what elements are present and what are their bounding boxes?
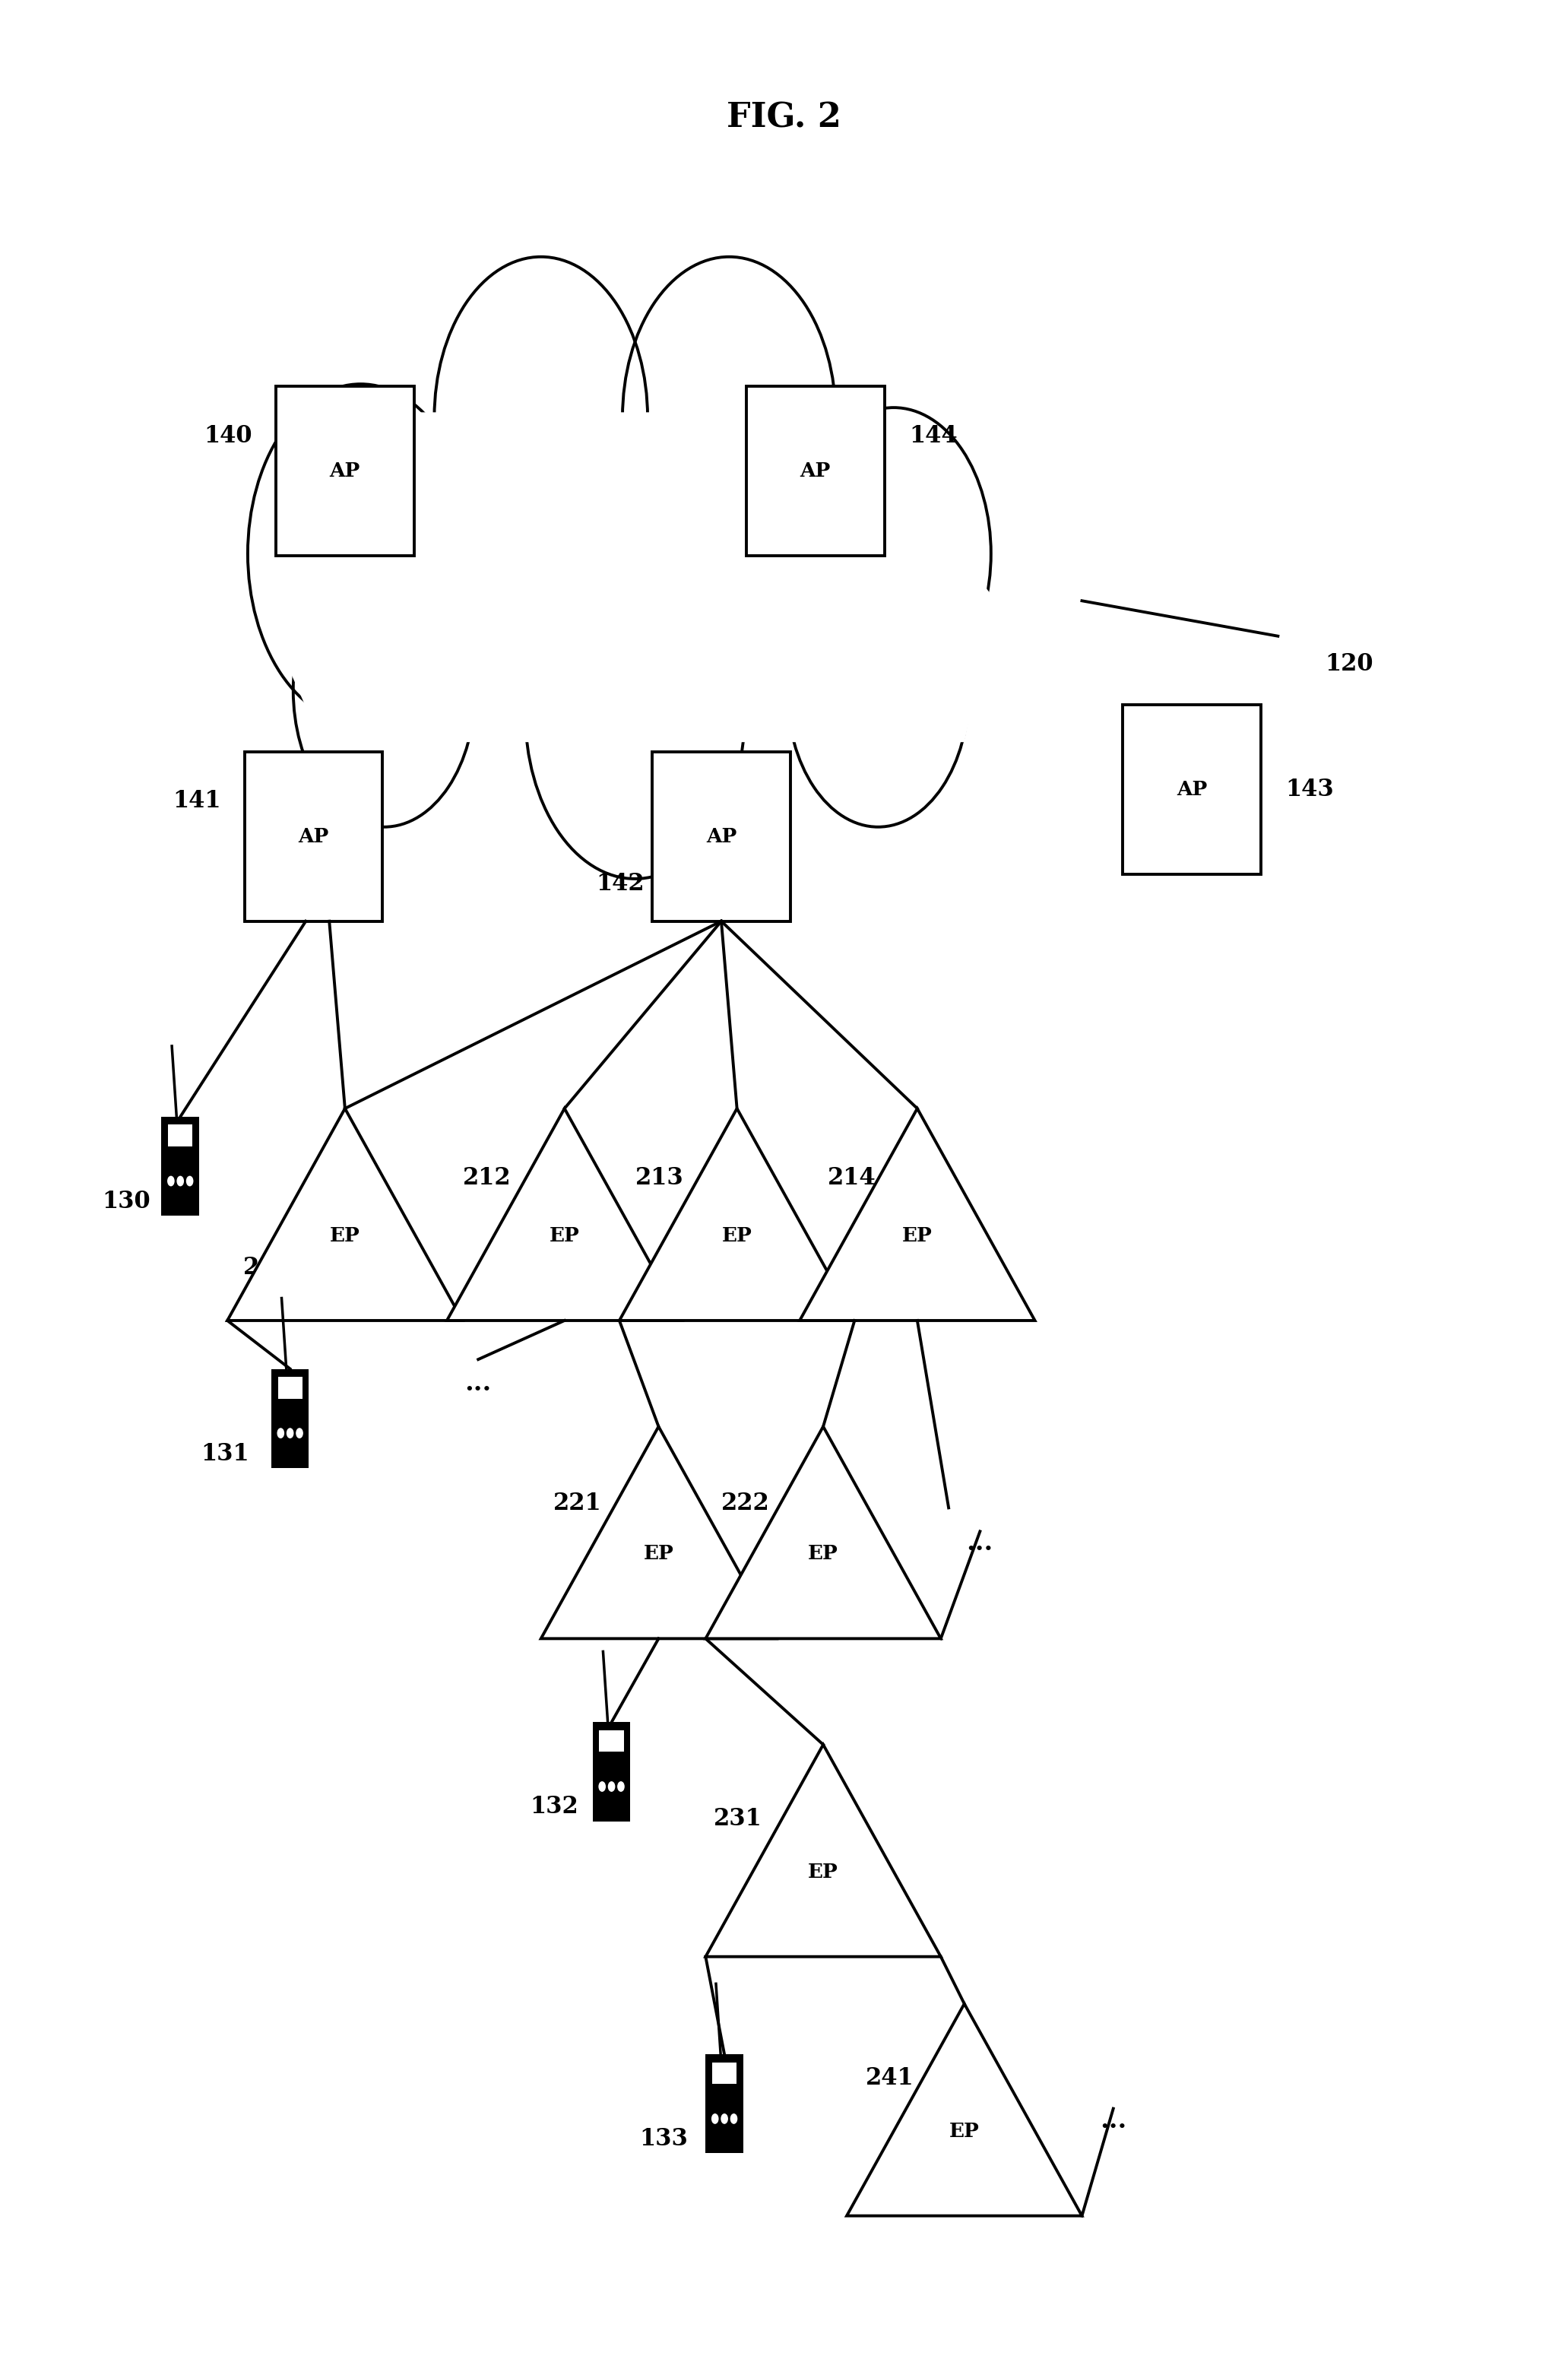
Text: 213: 213 xyxy=(635,1166,684,1190)
Text: AP: AP xyxy=(1176,780,1207,799)
Circle shape xyxy=(287,1428,293,1437)
Text: AP: AP xyxy=(298,827,329,846)
Circle shape xyxy=(525,549,745,879)
Circle shape xyxy=(622,257,836,577)
Text: 141: 141 xyxy=(172,789,221,813)
Text: 132: 132 xyxy=(530,1795,579,1819)
Text: EP: EP xyxy=(643,1543,674,1564)
Polygon shape xyxy=(227,1110,463,1319)
Polygon shape xyxy=(706,1428,941,1640)
Polygon shape xyxy=(847,2003,1082,2215)
Text: 222: 222 xyxy=(721,1491,770,1515)
Circle shape xyxy=(797,408,991,700)
Text: EP: EP xyxy=(329,1225,361,1246)
Circle shape xyxy=(168,1176,174,1185)
Bar xyxy=(162,1117,199,1216)
Text: AP: AP xyxy=(329,462,361,481)
Text: 140: 140 xyxy=(204,424,252,448)
Text: 144: 144 xyxy=(909,424,958,448)
Text: EP: EP xyxy=(902,1225,933,1246)
Text: EP: EP xyxy=(549,1225,580,1246)
Polygon shape xyxy=(706,1743,941,1955)
Circle shape xyxy=(787,554,969,827)
Circle shape xyxy=(608,1781,615,1791)
Text: 241: 241 xyxy=(866,2066,914,2090)
Text: ...: ... xyxy=(464,1371,492,1395)
Text: 133: 133 xyxy=(640,2127,688,2151)
Circle shape xyxy=(434,257,648,577)
Bar xyxy=(593,1722,630,1821)
Polygon shape xyxy=(541,1428,776,1640)
Circle shape xyxy=(712,2113,718,2123)
Text: EP: EP xyxy=(721,1225,753,1246)
Text: 142: 142 xyxy=(596,872,644,895)
Text: FIG. 2: FIG. 2 xyxy=(726,101,842,134)
Text: EP: EP xyxy=(808,1861,839,1882)
Text: AP: AP xyxy=(706,827,737,846)
Text: 130: 130 xyxy=(102,1190,151,1213)
Circle shape xyxy=(293,554,475,827)
Polygon shape xyxy=(800,1110,1035,1319)
Circle shape xyxy=(296,1428,303,1437)
Bar xyxy=(168,1124,193,1147)
Bar xyxy=(271,1369,309,1468)
Text: EP: EP xyxy=(808,1543,839,1564)
Text: EP: EP xyxy=(949,2120,980,2142)
Bar xyxy=(746,386,884,556)
Bar xyxy=(706,2054,743,2153)
Bar xyxy=(245,752,383,921)
Circle shape xyxy=(187,1176,193,1185)
Circle shape xyxy=(731,2113,737,2123)
Circle shape xyxy=(721,2113,728,2123)
Text: ...: ... xyxy=(1099,2109,1127,2132)
Text: 211: 211 xyxy=(243,1256,292,1279)
Text: 231: 231 xyxy=(713,1807,762,1831)
Bar xyxy=(243,389,1027,719)
Circle shape xyxy=(248,384,474,723)
Circle shape xyxy=(278,1428,284,1437)
Text: ...: ... xyxy=(966,1531,994,1555)
Polygon shape xyxy=(259,412,996,742)
Text: 214: 214 xyxy=(828,1166,877,1190)
Circle shape xyxy=(599,1781,605,1791)
Polygon shape xyxy=(447,1110,682,1319)
Text: AP: AP xyxy=(800,462,831,481)
Bar xyxy=(652,752,790,921)
Text: 131: 131 xyxy=(201,1442,249,1465)
Circle shape xyxy=(618,1781,624,1791)
Bar xyxy=(276,386,414,556)
Bar xyxy=(278,1376,303,1399)
Text: 212: 212 xyxy=(463,1166,511,1190)
Bar xyxy=(1123,704,1261,874)
Bar xyxy=(599,1729,624,1753)
Text: 120: 120 xyxy=(1325,653,1374,676)
Text: 143: 143 xyxy=(1286,777,1334,801)
Bar xyxy=(712,2062,737,2085)
Polygon shape xyxy=(619,1110,855,1319)
Text: 221: 221 xyxy=(554,1491,602,1515)
Circle shape xyxy=(177,1176,183,1185)
